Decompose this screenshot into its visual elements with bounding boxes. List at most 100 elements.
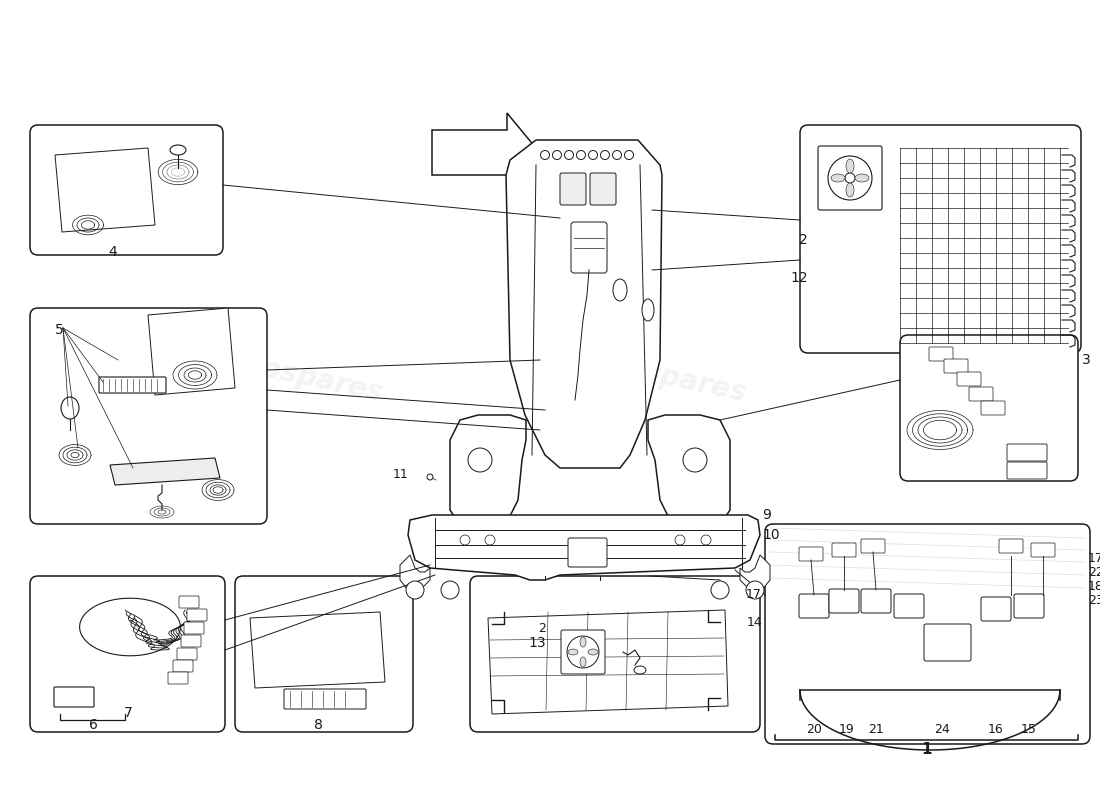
- Circle shape: [552, 150, 561, 159]
- FancyBboxPatch shape: [177, 648, 197, 660]
- FancyBboxPatch shape: [944, 359, 968, 373]
- Text: 1: 1: [922, 742, 933, 757]
- FancyBboxPatch shape: [99, 377, 166, 393]
- Text: 2: 2: [538, 622, 546, 635]
- FancyBboxPatch shape: [30, 125, 223, 255]
- FancyBboxPatch shape: [969, 387, 993, 401]
- Text: 22: 22: [1088, 566, 1100, 578]
- Ellipse shape: [580, 657, 586, 667]
- FancyBboxPatch shape: [999, 539, 1023, 553]
- FancyBboxPatch shape: [829, 589, 859, 613]
- Circle shape: [613, 150, 621, 159]
- FancyBboxPatch shape: [981, 401, 1005, 415]
- FancyBboxPatch shape: [54, 687, 94, 707]
- Circle shape: [683, 448, 707, 472]
- FancyBboxPatch shape: [590, 173, 616, 205]
- FancyBboxPatch shape: [1014, 594, 1044, 618]
- FancyBboxPatch shape: [799, 594, 829, 618]
- Text: eurospares: eurospares: [571, 344, 749, 408]
- Circle shape: [701, 535, 711, 545]
- FancyBboxPatch shape: [799, 547, 823, 561]
- Text: 13: 13: [528, 636, 546, 650]
- Text: 17: 17: [1088, 551, 1100, 565]
- Text: 9: 9: [762, 508, 771, 522]
- Polygon shape: [148, 308, 235, 395]
- FancyBboxPatch shape: [30, 308, 267, 524]
- Ellipse shape: [580, 637, 586, 647]
- Text: 14: 14: [746, 615, 762, 629]
- Circle shape: [441, 581, 459, 599]
- FancyBboxPatch shape: [1006, 444, 1047, 461]
- Text: 19: 19: [839, 723, 855, 736]
- Circle shape: [468, 448, 492, 472]
- Text: 6: 6: [89, 718, 98, 732]
- FancyBboxPatch shape: [924, 624, 971, 661]
- Text: 24: 24: [934, 723, 950, 736]
- FancyBboxPatch shape: [173, 660, 192, 672]
- Text: 18: 18: [1088, 579, 1100, 593]
- Text: eurospares: eurospares: [208, 344, 386, 408]
- Polygon shape: [250, 612, 385, 688]
- Text: 17: 17: [746, 587, 762, 601]
- Circle shape: [460, 535, 470, 545]
- Text: 4: 4: [109, 245, 118, 259]
- FancyBboxPatch shape: [981, 597, 1011, 621]
- Text: 16: 16: [988, 723, 1004, 736]
- Polygon shape: [110, 458, 220, 485]
- Ellipse shape: [642, 299, 654, 321]
- Circle shape: [845, 173, 855, 183]
- Ellipse shape: [634, 666, 646, 674]
- Text: 12: 12: [791, 271, 808, 285]
- Text: 2: 2: [800, 233, 808, 247]
- Ellipse shape: [613, 279, 627, 301]
- FancyBboxPatch shape: [818, 146, 882, 210]
- FancyBboxPatch shape: [800, 125, 1081, 353]
- Ellipse shape: [846, 183, 854, 197]
- FancyBboxPatch shape: [187, 609, 207, 621]
- Polygon shape: [432, 113, 540, 192]
- Polygon shape: [450, 415, 526, 528]
- Text: 15: 15: [1021, 723, 1037, 736]
- Circle shape: [828, 156, 872, 200]
- Text: 10: 10: [762, 528, 780, 542]
- FancyBboxPatch shape: [235, 576, 412, 732]
- Ellipse shape: [170, 145, 186, 155]
- Circle shape: [601, 150, 609, 159]
- FancyBboxPatch shape: [284, 689, 366, 709]
- FancyBboxPatch shape: [571, 222, 607, 273]
- Polygon shape: [55, 148, 155, 232]
- FancyBboxPatch shape: [561, 630, 605, 674]
- Circle shape: [675, 535, 685, 545]
- Polygon shape: [488, 610, 728, 714]
- FancyBboxPatch shape: [764, 524, 1090, 744]
- Polygon shape: [400, 555, 430, 590]
- Circle shape: [564, 150, 573, 159]
- Text: 23: 23: [1088, 594, 1100, 606]
- Text: 7: 7: [123, 706, 132, 720]
- Ellipse shape: [60, 397, 79, 419]
- Text: 21: 21: [868, 723, 884, 736]
- Text: 11: 11: [393, 467, 409, 481]
- Ellipse shape: [855, 174, 869, 182]
- FancyBboxPatch shape: [900, 335, 1078, 481]
- Circle shape: [711, 581, 729, 599]
- Text: 3: 3: [1082, 353, 1091, 367]
- Ellipse shape: [830, 174, 845, 182]
- FancyBboxPatch shape: [184, 622, 204, 634]
- Circle shape: [746, 581, 764, 599]
- FancyBboxPatch shape: [957, 372, 981, 386]
- Circle shape: [540, 150, 550, 159]
- Circle shape: [427, 474, 433, 480]
- Polygon shape: [740, 555, 770, 590]
- FancyBboxPatch shape: [179, 596, 199, 608]
- FancyBboxPatch shape: [1006, 462, 1047, 479]
- Text: 20: 20: [806, 723, 822, 736]
- FancyBboxPatch shape: [832, 543, 856, 557]
- FancyBboxPatch shape: [568, 538, 607, 567]
- FancyBboxPatch shape: [168, 672, 188, 684]
- Circle shape: [406, 581, 424, 599]
- Circle shape: [588, 150, 597, 159]
- Text: 5: 5: [55, 323, 64, 337]
- FancyBboxPatch shape: [1031, 543, 1055, 557]
- Circle shape: [625, 150, 634, 159]
